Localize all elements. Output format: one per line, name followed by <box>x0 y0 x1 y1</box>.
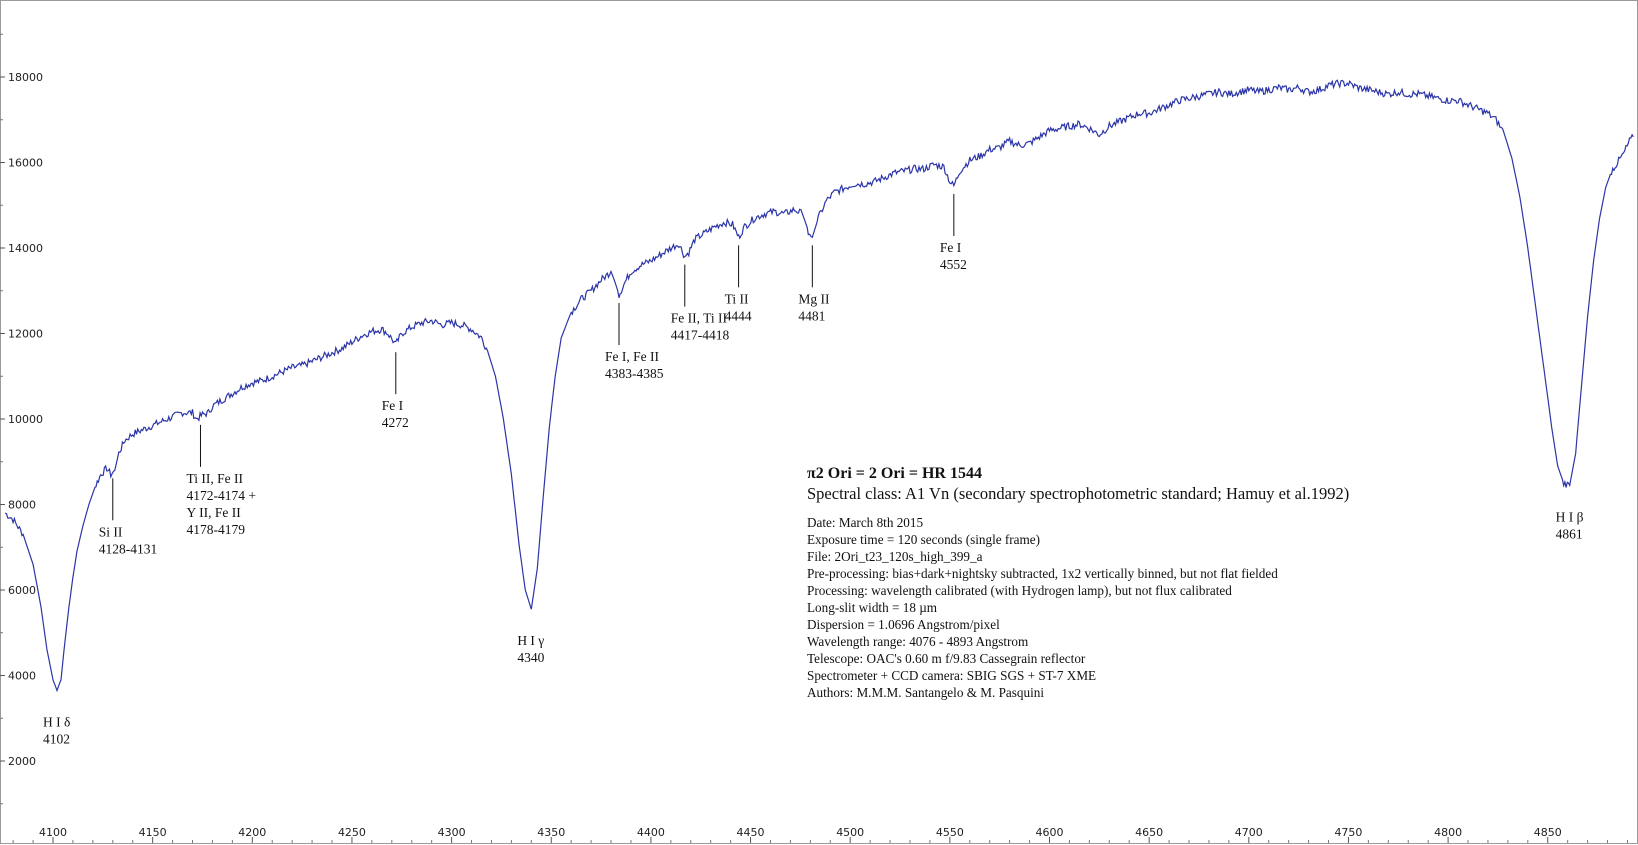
annotation-line: Fe I <box>382 398 404 413</box>
info-spectrometer: Spectrometer + CCD camera: SBIG SGS + ST… <box>807 668 1097 683</box>
y-tick-label: 8000 <box>8 499 36 512</box>
y-tick-label: 12000 <box>8 328 43 341</box>
annotation-label: H I β 4861 <box>1556 509 1584 541</box>
annotation-line: Mg II <box>798 291 830 306</box>
annotation-line: 4861 <box>1556 526 1583 541</box>
x-tick-label: 4550 <box>936 826 964 839</box>
annotation-line: 4481 <box>798 308 825 323</box>
annotation-line: 4172-4174 + <box>186 488 255 503</box>
info-block: π2 Ori = 2 Ori = HR 1544 Spectral class:… <box>807 464 1349 701</box>
x-tick-label: 4300 <box>438 826 466 839</box>
annotation-line: Ti II <box>725 291 749 306</box>
x-tick-label: 4350 <box>537 826 565 839</box>
annotation-label: Fe I, Fe II 4383-4385 <box>605 349 664 381</box>
annotation-label: Fe I 4272 <box>382 398 409 430</box>
y-tick-label: 14000 <box>8 242 43 255</box>
x-tick-label: 4750 <box>1334 826 1362 839</box>
info-telescope: Telescope: OAC's 0.60 m f/9.83 Cassegrai… <box>807 651 1086 666</box>
x-tick-label: 4650 <box>1135 826 1163 839</box>
annotation-label: Fe II, Ti II 4417-4418 <box>671 311 730 343</box>
annotation-line: 4178-4179 <box>186 522 245 537</box>
info-authors: Authors: M.M.M. Santangelo & M. Pasquini <box>807 685 1045 700</box>
annotation-line: H I β <box>1556 509 1584 524</box>
annotation-line: Fe I <box>940 240 962 255</box>
y-tick-label: 10000 <box>8 413 43 426</box>
annotation-line: Si II <box>99 524 123 539</box>
annotation-label: Si II 4128-4131 <box>99 524 158 556</box>
x-tick-label: 4800 <box>1434 826 1462 839</box>
info-exposure: Exposure time = 120 seconds (single fram… <box>807 532 1041 547</box>
annotation-line: 4128-4131 <box>99 541 158 556</box>
annotation-label: Ti II, Fe II 4172-4174 + Y II, Fe II 4178-4… <box>186 471 255 537</box>
line-annotations: H I δ 4102 Si II 4128-4131 Ti II, Fe II 4172-… <box>43 194 1584 746</box>
info-date: Date: March 8th 2015 <box>807 515 924 530</box>
x-tick-label: 4850 <box>1534 826 1562 839</box>
info-wavelength-range: Wavelength range: 4076 - 4893 Angstrom <box>807 634 1029 649</box>
x-tick-label: 4600 <box>1036 826 1064 839</box>
info-slit-width: Long-slit width = 18 µm <box>807 600 938 615</box>
x-axis: 4100 4150 4200 4250 4300 4350 4400 4450 4500 4550… <box>12 826 1628 843</box>
info-processing: Processing: wavelength calibrated (with … <box>807 583 1232 598</box>
annotation-line: 4383-4385 <box>605 366 664 381</box>
x-tick-label: 4400 <box>637 826 665 839</box>
info-dispersion: Dispersion = 1.0696 Angstrom/pixel <box>807 617 1000 632</box>
x-tick-label: 4500 <box>836 826 864 839</box>
y-axis: 2000 4000 6000 8000 10000 12000 14000 16000 1800… <box>0 33 43 805</box>
info-file: File: 2Ori_t23_120s_high_399_a <box>807 549 983 564</box>
x-tick-label: 4250 <box>338 826 366 839</box>
annotation-line: 4552 <box>940 257 967 272</box>
spectrum-line <box>4 79 1634 693</box>
chart-title: π2 Ori = 2 Ori = HR 1544 <box>807 465 982 482</box>
x-tick-label: 4150 <box>139 826 167 839</box>
annotation-label: Mg II 4481 <box>798 291 830 323</box>
annotation-line: Ti II, Fe II <box>186 471 243 486</box>
x-tick-label: 4200 <box>238 826 266 839</box>
chart-subtitle: Spectral class: A1 Vn (secondary spectro… <box>807 484 1350 503</box>
y-tick-label: 4000 <box>8 670 36 683</box>
annotation-line: 4272 <box>382 415 409 430</box>
info-preprocessing: Pre-processing: bias+dark+nightsky subtr… <box>807 566 1278 581</box>
annotation-label: Fe I 4552 <box>940 240 967 272</box>
x-tick-label: 4450 <box>737 826 765 839</box>
y-tick-label: 16000 <box>8 157 43 170</box>
annotation-line: 4444 <box>725 308 752 323</box>
annotation-line: H I δ <box>43 714 70 729</box>
y-tick-label: 18000 <box>8 71 43 84</box>
annotation-line: 4417-4418 <box>671 328 730 343</box>
annotation-line: 4102 <box>43 731 70 746</box>
annotation-label: H I γ 4340 <box>517 633 544 665</box>
x-tick-label: 4100 <box>39 826 67 839</box>
annotation-label: Ti II 4444 <box>725 291 752 323</box>
x-tick-label: 4700 <box>1235 826 1263 839</box>
annotation-line: 4340 <box>517 650 544 665</box>
annotation-label: H I δ 4102 <box>43 714 70 746</box>
annotation-line: Fe I, Fe II <box>605 349 659 364</box>
annotation-line: Fe II, Ti II <box>671 311 728 326</box>
annotation-line: H I γ <box>517 633 544 648</box>
annotation-line: Y II, Fe II <box>186 505 241 520</box>
y-tick-label: 2000 <box>8 755 36 768</box>
y-tick-label: 6000 <box>8 584 36 597</box>
